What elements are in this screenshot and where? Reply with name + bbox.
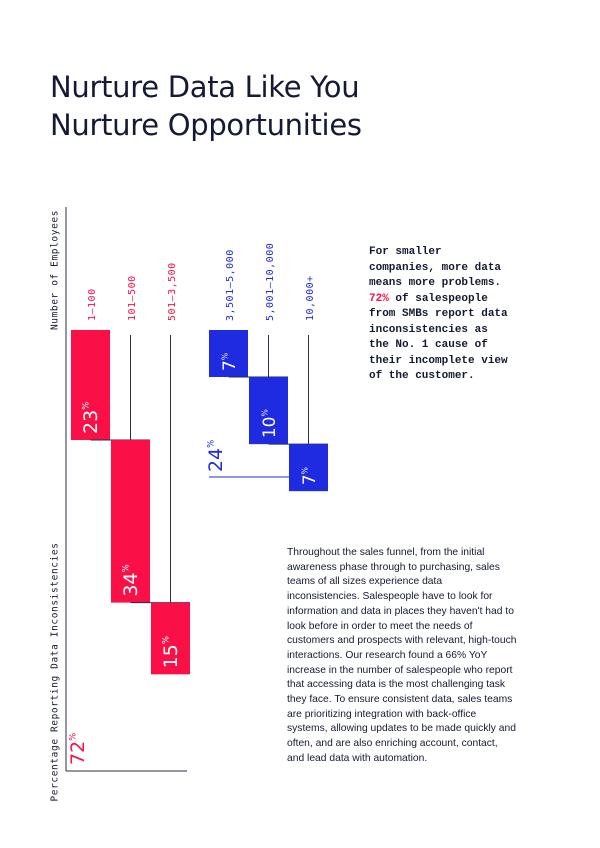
red-value-2-unit: % [161, 636, 171, 644]
red-bar-2 [151, 602, 190, 675]
red-total-value: 72% [67, 733, 89, 765]
page-title: Nurture Data Like You Nurture Opportunit… [50, 68, 362, 144]
blue-value-1-unit: % [260, 409, 269, 416]
red-category-label-2: 501–3,500 [167, 262, 178, 321]
red-value-0-unit: % [81, 402, 91, 410]
red-total-value-unit: % [68, 733, 78, 741]
side-note-text: For smaller companies, more data means m… [369, 246, 502, 289]
body-paragraph: Throughout the sales funnel, from the in… [287, 547, 517, 764]
blue-bar-2 [289, 444, 328, 492]
red-total-value-text: 72% [67, 733, 89, 765]
red-bar-1 [111, 440, 150, 603]
title-line-2: Nurture Opportunities [50, 108, 362, 142]
red-category-label-0: 1–100 [87, 288, 98, 321]
blue-category-label-0: 3,501–5,000 [225, 249, 236, 321]
side-note-text-continued: of salespeople from SMBs report data inc… [369, 292, 508, 383]
blue-category-label-2: 10,000+ [305, 275, 316, 321]
blue-total-value: 24% [205, 440, 227, 472]
red-category-label-1: 101–500 [127, 275, 138, 321]
red-value-1-unit: % [121, 564, 131, 572]
title-line-1: Nurture Data Like You [50, 70, 360, 104]
blue-value-0-unit: % [220, 353, 229, 360]
blue-total-value-unit: % [206, 440, 216, 448]
blue-bar-1 [249, 377, 288, 445]
blue-category-label-1: 5,001–10,000 [265, 243, 276, 321]
red-bar-0 [71, 330, 110, 440]
side-note: For smaller companies, more data means m… [369, 245, 509, 385]
side-note-highlight: 72% [369, 292, 389, 305]
blue-value-2-unit: % [300, 467, 309, 474]
blue-bar-0 [209, 330, 248, 377]
blue-total-value-text: 24% [205, 440, 227, 472]
